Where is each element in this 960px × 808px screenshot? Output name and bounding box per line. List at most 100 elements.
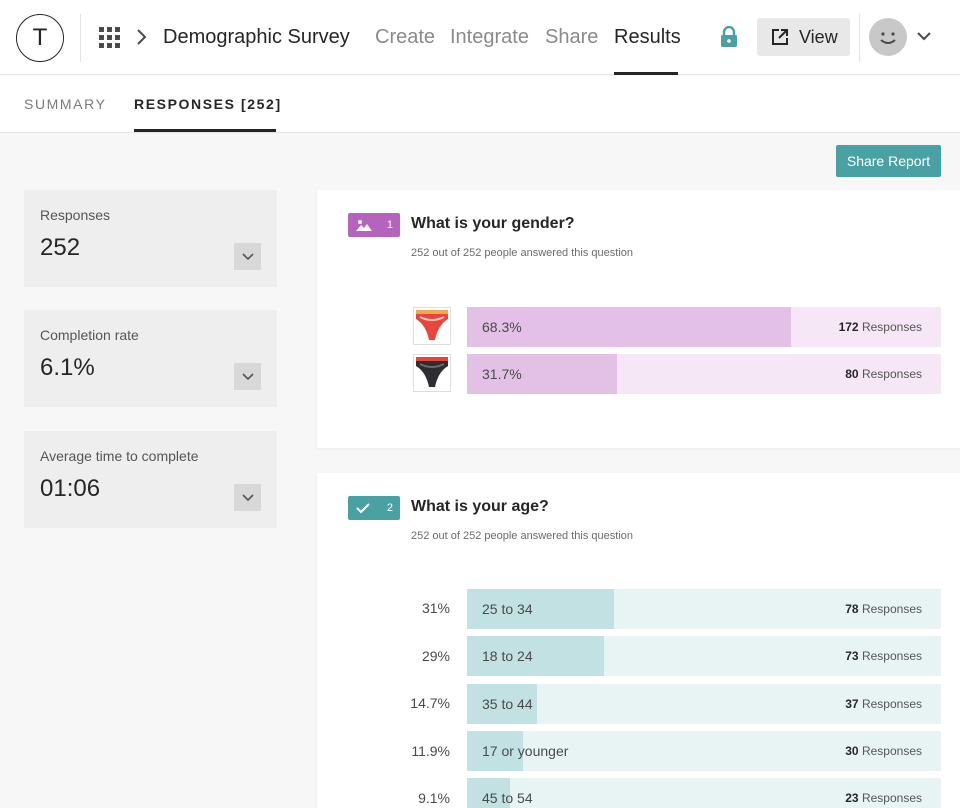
count-unit: Responses [861,367,922,381]
stat-average-time: Average time to complete 01:06 [24,431,277,528]
count-unit: Responses [861,320,922,334]
count-unit: Responses [861,649,922,663]
answer-bar: 35 to 44 37 Responses [467,684,941,724]
picture-choice-icon [356,220,372,231]
chevron-right-icon [137,29,147,45]
nav-results[interactable]: Results [614,26,681,48]
answer-percent: 31% [421,600,450,616]
red-underwear-icon [413,307,451,345]
answer-label: 25 to 34 [482,601,533,617]
bar-fill [467,307,791,347]
divider [859,14,860,62]
bar-fill [467,589,614,629]
answer-count: 23 Responses [845,791,922,805]
bar-track [467,731,941,771]
lock-icon[interactable] [719,26,739,48]
nav-active-indicator [614,72,678,75]
bar-fill [467,731,523,771]
count-number: 172 [838,320,859,334]
chevron-down-icon[interactable] [916,29,932,43]
view-label: View [799,26,838,47]
bar-fill [467,684,537,724]
count-number: 37 [845,697,859,711]
question-subtitle: 252 out of 252 people answered this ques… [411,247,633,259]
answer-count: 78 Responses [845,602,922,616]
stat-label: Responses [40,207,111,223]
count-number: 73 [845,649,859,663]
answer-bar: 25 to 34 78 Responses [467,589,941,629]
bar-track [467,778,941,808]
bar-fill [467,354,617,394]
black-underwear-icon [413,354,451,392]
question-badge: 2 [348,496,400,520]
count-number: 78 [845,602,859,616]
stat-dropdown[interactable] [234,363,261,390]
answer-bar: 45 to 54 23 Responses [467,778,941,808]
nav-create[interactable]: Create [375,26,436,48]
question-card-age: 2 What is your age? 252 out of 252 peopl… [317,473,960,808]
question-title: What is your age? [411,498,549,515]
answer-label: 45 to 54 [482,790,533,806]
answer-bar: 68.3% 172 Responses [467,307,941,347]
chevron-down-icon [241,252,254,260]
avatar[interactable] [869,18,907,56]
chevron-down-icon [241,372,254,380]
apps-grid-icon[interactable] [99,27,120,48]
answer-percent: 14.7% [410,695,450,711]
tab-summary[interactable]: SUMMARY [24,96,107,112]
answer-percent: 11.9% [411,743,450,759]
question-subtitle: 252 out of 252 people answered this ques… [411,530,633,542]
answer-bar: 31.7% 80 Responses [467,354,941,394]
stat-label: Average time to complete [40,448,199,464]
answer-count: 172 Responses [839,320,922,334]
count-unit: Responses [861,602,922,616]
count-unit: Responses [861,744,922,758]
view-button[interactable]: View [757,18,850,56]
answer-label: 35 to 44 [482,696,533,712]
answer-label: 18 to 24 [482,648,533,664]
count-unit: Responses [861,791,922,805]
bar-fill [467,636,604,676]
typeform-logo[interactable]: T [16,14,64,62]
tab-active-indicator [134,129,276,132]
checkmark-icon [356,503,370,514]
bar-fill [467,778,510,808]
survey-title[interactable]: Demographic Survey [163,26,350,48]
stat-completion-rate: Completion rate 6.1% [24,310,277,407]
nav-share[interactable]: Share [545,26,599,48]
logo-letter: T [32,24,48,51]
question-number: 2 [386,502,393,514]
stat-value: 252 [40,234,81,261]
answer-count: 80 Responses [845,367,922,381]
answer-count: 73 Responses [845,649,922,663]
chevron-down-icon [241,493,254,501]
answer-label: 68.3% [482,319,522,335]
answer-bar: 17 or younger 30 Responses [467,731,941,771]
stat-label: Completion rate [40,327,139,343]
count-number: 30 [845,744,859,758]
smiley-icon [880,32,896,44]
answer-label: 17 or younger [482,743,569,759]
question-title: What is your gender? [411,215,575,232]
count-number: 80 [845,367,859,381]
answer-bar: 18 to 24 73 Responses [467,636,941,676]
answer-count: 30 Responses [845,744,922,758]
answer-count: 37 Responses [845,697,922,711]
stat-value: 6.1% [40,354,95,381]
question-number: 1 [386,219,393,231]
count-unit: Responses [861,697,922,711]
stat-value: 01:06 [40,475,101,502]
share-report-button[interactable]: Share Report [836,145,941,177]
answer-label: 31.7% [482,366,522,382]
divider [80,14,81,62]
stat-dropdown[interactable] [234,484,261,511]
stat-responses: Responses 252 [24,190,277,287]
answer-percent: 9.1% [418,790,450,806]
nav-integrate[interactable]: Integrate [450,26,529,48]
bar-track [467,684,941,724]
tab-responses[interactable]: RESPONSES [252] [134,96,282,112]
stat-dropdown[interactable] [234,243,261,270]
top-bar: T Demographic Survey Create Integrate Sh… [0,0,960,75]
question-card-gender: 1 What is your gender? 252 out of 252 pe… [317,190,960,448]
answer-percent: 29% [421,648,450,664]
